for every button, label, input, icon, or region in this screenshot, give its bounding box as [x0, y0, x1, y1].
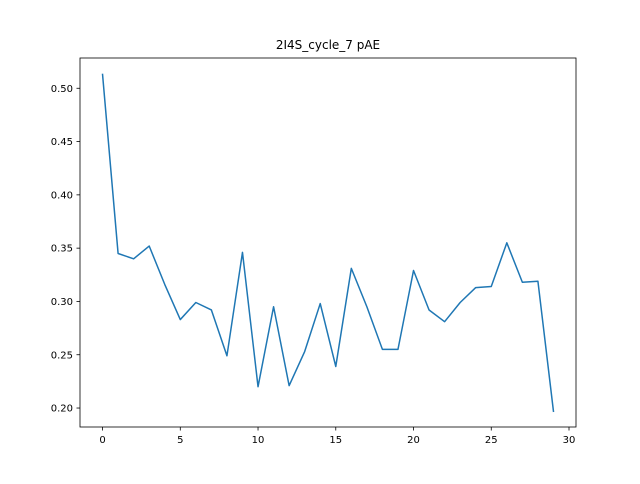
- x-tick-label: 20: [407, 435, 420, 446]
- chart-title: 2I4S_cycle_7 pAE: [276, 38, 380, 52]
- axes: 0 5 10 15 20 25 30 0.20 0.25 0.30 0.35 0.40 0.45 0.50: [51, 57, 577, 446]
- x-tick-label: 30: [563, 435, 576, 446]
- y-tick-label: 0.35: [51, 244, 73, 255]
- x-tick-label: 5: [177, 435, 183, 446]
- series-line-0: [101, 73, 555, 413]
- y-tick-label: 0.50: [51, 84, 73, 95]
- y-tick-label: 0.40: [51, 190, 73, 201]
- y-tick-label: 0.25: [51, 350, 73, 361]
- x-tick-label: 25: [485, 435, 498, 446]
- y-tick-label: 0.20: [51, 404, 73, 415]
- x-tick-label: 15: [329, 435, 342, 446]
- x-tick-label: 0: [99, 435, 105, 446]
- axes-frame: [79, 57, 577, 428]
- y-tick-label: 0.30: [51, 297, 73, 308]
- x-tick-label: 10: [252, 435, 265, 446]
- plot-area: [101, 73, 555, 413]
- y-tick-label: 0.45: [51, 137, 73, 148]
